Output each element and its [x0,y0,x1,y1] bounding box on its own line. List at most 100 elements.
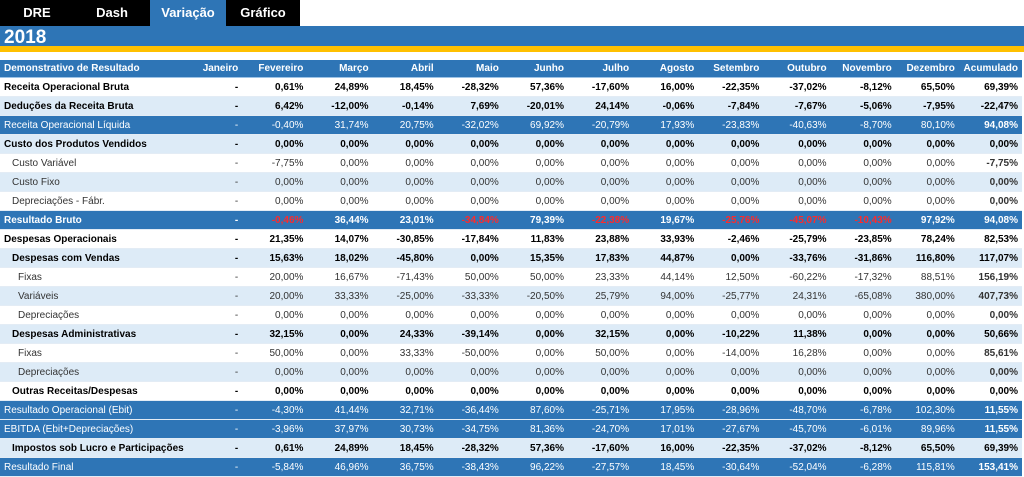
month-cell: -38,43% [437,457,503,477]
month-cell: 0,00% [633,305,699,325]
month-cell: 20,75% [372,115,438,135]
table-row: Depreciações -0,00% 0,00% 0,00% 0,00% 0,00% 0,… [0,362,1022,382]
month-cell: -34,75% [437,419,503,439]
month-cell: -0,06% [633,96,699,116]
month-cell: 17,83% [567,248,634,268]
month-cell: 0,00% [437,362,503,382]
month-cell: - [193,172,243,192]
month-cell: - [193,400,243,420]
table-row: Resultado Operacional (Ebit) - -4,30% 41,44… [0,400,1022,420]
month-cell: 0,00% [502,153,568,173]
month-cell: -3,96% [242,419,308,439]
month-cell: 0,00% [567,134,634,154]
month-cell: 46,96% [307,457,373,477]
tab-dre[interactable]: DRE [0,0,74,26]
month-cell: 0,00% [502,134,568,154]
month-cell: - [193,324,243,344]
column-header: Dezembro [895,60,959,78]
month-cell: 0,61% [242,438,308,458]
month-cell: 0,00% [895,305,959,325]
month-cell: 36,75% [372,457,438,477]
month-cell: -71,43% [372,267,438,287]
month-cell: 16,00% [633,438,699,458]
month-cell: 0,00% [633,381,699,401]
month-cell: -65,08% [830,286,896,306]
month-cell: 0,00% [502,191,568,211]
month-cell: -28,32% [437,438,503,458]
month-cell: 78,24% [895,229,959,249]
month-cell: 24,33% [372,324,438,344]
month-cell: -37,02% [763,77,831,97]
month-cell: 0,00% [895,362,959,382]
month-cell: -5,84% [242,457,308,477]
month-cell: -10,22% [698,324,764,344]
month-cell: -28,96% [698,400,764,420]
month-cell: 0,00% [633,343,699,363]
month-cell: 0,00% [830,362,896,382]
year-title: 2018 [4,27,47,48]
column-header: Setembro [698,60,764,78]
tab-variacao[interactable]: Variação [150,0,226,26]
column-header: Julho [567,60,634,78]
month-cell: 50,00% [502,267,568,287]
variation-table: Demonstrativo de Resultado Janeiro Feverei… [0,60,1022,477]
month-cell: 11,38% [763,324,831,344]
row-label: Resultado Bruto [0,210,194,230]
month-cell: 0,00% [698,172,764,192]
month-cell: 81,36% [502,419,568,439]
month-cell: - [193,115,243,135]
month-cell: 57,36% [502,438,568,458]
month-cell: 0,00% [763,191,831,211]
month-cell: -5,06% [830,96,896,116]
month-cell: 89,96% [895,419,959,439]
accumulated-cell: 11,55% [958,400,1022,420]
month-cell: -25,00% [372,286,438,306]
month-cell: 0,00% [307,153,373,173]
month-cell: 0,00% [567,305,634,325]
month-cell: 18,45% [633,457,699,477]
table-row: EBITDA (Ebit+Depreciações) - -3,96% 37,97% 3… [0,419,1022,439]
row-label: Depreciações [0,362,194,382]
month-cell: -48,70% [763,400,831,420]
month-cell: 0,00% [830,172,896,192]
month-cell: 0,00% [830,324,896,344]
table-row: Custo Variável - -7,75% 0,00% 0,00% 0,00% 0,00… [0,153,1022,173]
month-cell: 0,00% [437,381,503,401]
column-header: Janeiro [193,60,243,78]
month-cell: 44,87% [633,248,699,268]
month-cell: -20,50% [502,286,568,306]
month-cell: - [193,419,243,439]
accumulated-cell: 0,00% [958,381,1022,401]
accumulated-cell: 117,07% [958,248,1022,268]
month-cell: 0,00% [567,362,634,382]
row-label: Fixas [0,267,194,287]
month-cell: 24,31% [763,286,831,306]
month-cell: 0,00% [437,172,503,192]
month-cell: 0,00% [567,153,634,173]
month-cell: 44,14% [633,267,699,287]
month-cell: 0,00% [698,305,764,325]
month-cell: -32,02% [437,115,503,135]
table-row: Receita Operacional Bruta -0,61% 24,89% 18,… [0,77,1022,97]
tab-grafico[interactable]: Gráfico [226,0,300,26]
tab-dash[interactable]: Dash [74,0,150,26]
table-row: Despesas Administrativas -32,15% 0,00% 24,3… [0,324,1022,344]
month-cell: 0,00% [242,305,308,325]
month-cell: 17,95% [633,400,699,420]
month-cell: -17,84% [437,229,503,249]
month-cell: 0,00% [372,362,438,382]
month-cell: 18,45% [372,438,438,458]
month-cell: 65,50% [895,77,959,97]
month-cell: -23,83% [698,115,764,135]
month-cell: -30,64% [698,457,764,477]
month-cell: 0,00% [567,381,634,401]
month-cell: -45,70% [763,419,831,439]
column-header: Outubro [763,60,831,78]
month-cell: -7,95% [895,96,959,116]
row-label: Custo Fixo [0,172,194,192]
month-cell: 0,00% [895,153,959,173]
column-header: Maio [437,60,503,78]
month-cell: 0,00% [763,381,831,401]
row-label: EBITDA (Ebit+Depreciações) [0,419,194,439]
month-cell: 0,00% [502,362,568,382]
